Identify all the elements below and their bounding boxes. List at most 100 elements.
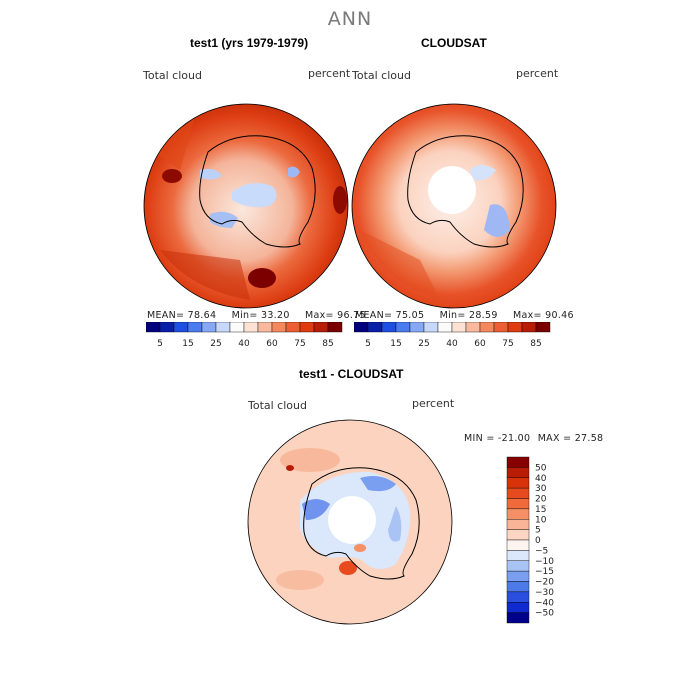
colorbar-tick-label: 25 [418, 339, 429, 349]
stat-max-label: Max= [305, 310, 334, 321]
colorbar-swatch [506, 560, 530, 572]
colorbar-tick-label: 5 [365, 339, 371, 349]
colorbar-tick-label: −5 [535, 546, 548, 556]
colorbar-tick-label: −50 [535, 609, 554, 619]
stat-max-value: 90.46 [545, 310, 574, 321]
colorbar-swatch [367, 322, 383, 333]
stat-mean-value: 78.64 [187, 310, 217, 321]
stat-mean-label: MEAN= [355, 310, 393, 321]
map-model [143, 103, 349, 309]
colorbar-swatch [506, 467, 530, 478]
colorbar-swatch [506, 487, 530, 499]
stat-min-value: -21.00 [497, 433, 531, 444]
stat-min-label: MIN = [464, 433, 495, 444]
variable-label-diff: Total cloud [248, 399, 307, 412]
map-obs-polar-gap [428, 166, 476, 214]
colorbar-swatch [423, 322, 439, 333]
colorbar-tick-label: 15 [182, 339, 193, 349]
colorbar-tick-label: 20 [535, 495, 547, 505]
colorbar-swatch [299, 322, 315, 333]
stat-max-value: 96.75 [337, 310, 366, 321]
colorbar-swatch [146, 322, 161, 333]
stats-obs: MEAN= 75.05 Min= 28.59 Max= 90.46 [355, 310, 574, 321]
colorbar-swatch [465, 322, 481, 333]
colorbar-swatch [409, 322, 425, 333]
colorbar-tick-label: 5 [157, 339, 163, 349]
panel-title-obs: CLOUDSAT [421, 36, 487, 50]
colorbar-model: 515254060758595 [146, 322, 343, 349]
colorbar-tick-label: 40 [535, 474, 547, 484]
colorbar-swatch [506, 508, 530, 520]
colorbar-swatch [173, 322, 189, 333]
stat-min-label: Min= [231, 310, 258, 321]
colorbar-tick-label: 15 [390, 339, 401, 349]
colorbar-swatch [506, 570, 530, 582]
units-label-obs: percent [516, 67, 559, 80]
colorbar-swatch [229, 322, 245, 333]
colorbar-tick-label: −30 [535, 588, 554, 598]
colorbar-swatch [187, 322, 203, 333]
colorbar-swatch [506, 529, 530, 541]
colorbar-swatch [285, 322, 301, 333]
colorbar-swatch [327, 322, 343, 333]
colorbar-tick-label: 10 [535, 515, 547, 525]
colorbar-swatch [201, 322, 217, 333]
colorbar-swatch [506, 581, 530, 593]
stat-max-label: MAX = [537, 433, 572, 444]
map-diff [247, 419, 453, 625]
units-label-model: percent [308, 67, 351, 80]
colorbar-swatch [479, 322, 495, 333]
main-title: ANN [327, 8, 373, 30]
colorbar-swatch [507, 322, 523, 333]
stat-mean-value: 75.05 [395, 310, 425, 321]
colorbar-swatch [159, 322, 175, 333]
colorbar-tick-label: 75 [502, 339, 513, 349]
colorbar-swatch [257, 322, 273, 333]
colorbar-tick-label: −20 [535, 578, 554, 588]
colorbar-swatch [506, 602, 530, 613]
colorbar-tick-label: −10 [535, 557, 554, 567]
colorbar-swatch [535, 322, 551, 333]
stat-min-value: 33.20 [260, 310, 290, 321]
map-obs [351, 103, 557, 309]
stats-model: MEAN= 78.64 Min= 33.20 Max= 96.75 [147, 310, 366, 321]
variable-label-obs: Total cloud [352, 69, 411, 82]
colorbar-swatch [451, 322, 467, 333]
variable-label-model: Total cloud [143, 69, 202, 82]
colorbar-swatch [313, 322, 329, 333]
colorbar-tick-label: 25 [210, 339, 221, 349]
colorbar-swatch [215, 322, 231, 333]
colorbar-swatch [271, 322, 287, 333]
colorbar-swatch [493, 322, 509, 333]
colorbar-tick-label: 30 [535, 484, 547, 494]
map-diff-polar-gap [328, 496, 376, 544]
colorbar-swatch [506, 456, 530, 468]
colorbar-tick-label: 60 [474, 339, 486, 349]
stats-diff: MIN = -21.00 MAX = 27.58 [464, 433, 603, 444]
colorbar-obs: 515254060758595 [354, 322, 551, 349]
stat-mean-label: MEAN= [147, 310, 185, 321]
stat-min-value: 28.59 [468, 310, 498, 321]
colorbar-swatch [506, 539, 530, 551]
stat-max-value: 27.58 [574, 433, 604, 444]
colorbar-swatch [354, 322, 369, 333]
colorbar-tick-label: −15 [535, 567, 554, 577]
colorbar-swatch [506, 477, 530, 489]
colorbar-swatch [506, 591, 530, 603]
colorbar-tick-label: −40 [535, 598, 554, 608]
colorbar-tick-label: 85 [530, 339, 541, 349]
colorbar-swatch [381, 322, 397, 333]
units-label-diff: percent [412, 397, 455, 410]
colorbar-tick-label: 85 [322, 339, 333, 349]
colorbar-swatch [521, 322, 537, 333]
colorbar-tick-label: 50 [535, 463, 547, 473]
colorbar-tick-label: 5 [535, 526, 541, 536]
colorbar-swatch [395, 322, 411, 333]
colorbar-tick-label: 60 [266, 339, 278, 349]
colorbar-tick-label: 75 [294, 339, 305, 349]
colorbar-swatch [506, 498, 530, 510]
colorbar-tick-label: 15 [535, 505, 546, 515]
panel-title-diff: test1 - CLOUDSAT [299, 367, 404, 381]
colorbar-tick-label: 40 [238, 339, 250, 349]
